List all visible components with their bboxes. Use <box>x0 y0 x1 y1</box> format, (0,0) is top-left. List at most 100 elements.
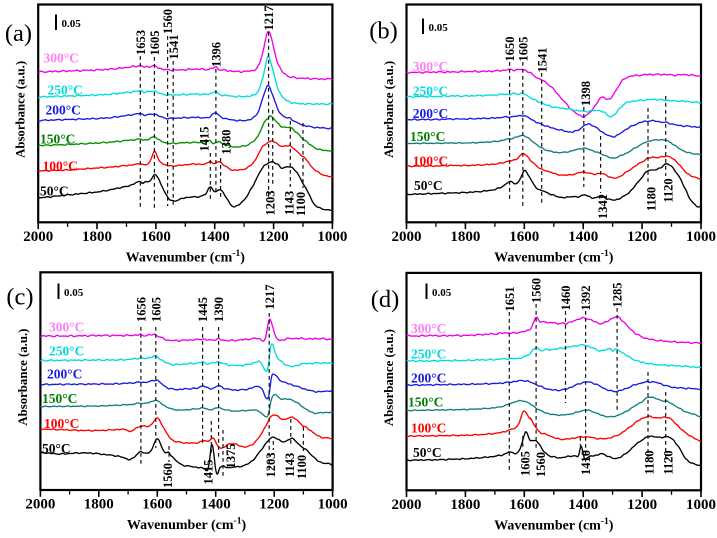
svg-text:1800: 1800 <box>450 497 480 513</box>
svg-text:1800: 1800 <box>450 229 480 245</box>
svg-text:0.05: 0.05 <box>64 287 84 299</box>
svg-text:Wavenumber (cm-1): Wavenumber (cm-1) <box>126 249 246 266</box>
svg-text:1541: 1541 <box>535 48 549 73</box>
svg-text:1180: 1180 <box>643 450 657 474</box>
svg-text:1392: 1392 <box>579 286 593 311</box>
svg-text:200°C: 200°C <box>411 371 446 386</box>
svg-text:1560: 1560 <box>530 278 544 303</box>
svg-text:1200: 1200 <box>627 497 657 513</box>
svg-text:1605: 1605 <box>516 37 530 62</box>
svg-text:0.05: 0.05 <box>432 287 452 299</box>
svg-text:Absorbance (a.u.): Absorbance (a.u.) <box>382 61 396 158</box>
svg-text:1600: 1600 <box>141 229 171 245</box>
svg-text:1653: 1653 <box>134 30 148 55</box>
svg-text:(d): (d) <box>371 286 400 313</box>
svg-text:1605: 1605 <box>518 451 532 476</box>
svg-text:1000: 1000 <box>317 229 347 245</box>
svg-text:1200: 1200 <box>259 229 289 245</box>
svg-text:1000: 1000 <box>686 497 716 513</box>
svg-text:50°C: 50°C <box>414 178 443 193</box>
svg-text:100°C: 100°C <box>44 416 79 431</box>
svg-text:1560: 1560 <box>534 452 548 477</box>
svg-text:150°C: 150°C <box>42 391 77 406</box>
svg-text:50°C: 50°C <box>40 184 69 199</box>
svg-text:0.05: 0.05 <box>429 22 449 34</box>
svg-text:1120: 1120 <box>662 178 676 202</box>
svg-text:(c): (c) <box>6 284 33 311</box>
svg-text:1400: 1400 <box>568 229 598 245</box>
svg-text:1410: 1410 <box>579 450 593 475</box>
svg-text:1560: 1560 <box>161 9 175 34</box>
svg-text:200°C: 200°C <box>46 103 81 118</box>
svg-text:1143: 1143 <box>283 453 297 477</box>
svg-text:1605: 1605 <box>149 297 163 322</box>
svg-text:1203: 1203 <box>264 453 278 478</box>
svg-text:2000: 2000 <box>25 497 55 513</box>
svg-text:100°C: 100°C <box>411 421 446 436</box>
svg-text:1651: 1651 <box>503 287 517 312</box>
svg-text:1200: 1200 <box>259 497 289 513</box>
svg-text:1415: 1415 <box>201 460 215 485</box>
svg-text:1000: 1000 <box>318 497 348 513</box>
svg-text:1380: 1380 <box>220 130 234 155</box>
svg-text:1400: 1400 <box>201 497 231 513</box>
svg-text:2000: 2000 <box>392 229 422 245</box>
svg-text:1400: 1400 <box>200 229 230 245</box>
svg-text:1180: 1180 <box>645 187 659 211</box>
svg-text:1000: 1000 <box>686 229 716 245</box>
svg-text:1217: 1217 <box>263 285 277 310</box>
svg-text:1656: 1656 <box>135 297 149 322</box>
svg-text:Wavenumber (cm-1): Wavenumber (cm-1) <box>127 517 247 534</box>
svg-text:1375: 1375 <box>224 444 238 469</box>
svg-text:1217: 1217 <box>262 6 276 31</box>
svg-text:150°C: 150°C <box>40 132 75 147</box>
svg-text:1100: 1100 <box>295 455 309 479</box>
svg-text:(a): (a) <box>5 20 32 47</box>
svg-text:1541: 1541 <box>167 35 181 60</box>
svg-text:1650: 1650 <box>503 37 517 62</box>
svg-text:1100: 1100 <box>294 192 308 216</box>
svg-text:Absorbance (a.u.): Absorbance (a.u.) <box>16 329 30 426</box>
svg-text:1285: 1285 <box>611 283 625 308</box>
svg-text:1800: 1800 <box>84 497 114 513</box>
svg-text:2000: 2000 <box>23 229 53 245</box>
svg-text:1415: 1415 <box>198 127 212 152</box>
svg-text:150°C: 150°C <box>408 395 443 410</box>
svg-text:250°C: 250°C <box>411 347 446 362</box>
svg-text:1560: 1560 <box>161 463 175 488</box>
svg-text:200°C: 200°C <box>47 367 82 382</box>
svg-text:1800: 1800 <box>82 229 112 245</box>
svg-text:300°C: 300°C <box>49 320 84 335</box>
svg-text:(b): (b) <box>369 18 398 45</box>
svg-text:150°C: 150°C <box>410 129 445 144</box>
svg-text:1200: 1200 <box>627 229 657 245</box>
svg-text:1600: 1600 <box>142 497 172 513</box>
svg-text:1203: 1203 <box>263 191 277 216</box>
svg-text:100°C: 100°C <box>413 154 448 169</box>
svg-text:250°C: 250°C <box>413 84 448 99</box>
svg-text:50°C: 50°C <box>413 445 442 460</box>
svg-text:300°C: 300°C <box>44 51 79 66</box>
svg-text:1390: 1390 <box>212 297 226 322</box>
svg-text:1445: 1445 <box>196 297 210 322</box>
svg-text:Wavenumber (cm-1): Wavenumber (cm-1) <box>494 249 614 266</box>
svg-text:250°C: 250°C <box>48 83 83 98</box>
svg-text:1396: 1396 <box>210 42 224 67</box>
svg-text:300°C: 300°C <box>413 59 448 74</box>
svg-text:1460: 1460 <box>559 286 573 311</box>
svg-text:1120: 1120 <box>662 450 676 474</box>
svg-text:Wavenumber (cm-1): Wavenumber (cm-1) <box>494 517 614 534</box>
svg-text:1600: 1600 <box>509 229 539 245</box>
svg-text:1600: 1600 <box>509 497 539 513</box>
svg-text:1143: 1143 <box>283 191 297 215</box>
svg-text:2000: 2000 <box>392 497 422 513</box>
svg-text:Absorbance (a.u.): Absorbance (a.u.) <box>382 329 396 426</box>
svg-text:1605: 1605 <box>148 31 162 56</box>
svg-text:1400: 1400 <box>568 497 598 513</box>
svg-text:1341: 1341 <box>596 194 610 219</box>
svg-text:1398: 1398 <box>579 81 593 106</box>
svg-text:0.05: 0.05 <box>62 18 82 30</box>
svg-text:250°C: 250°C <box>49 344 84 359</box>
svg-text:300°C: 300°C <box>411 321 446 336</box>
svg-text:Absorbance (a.u.): Absorbance (a.u.) <box>14 61 28 158</box>
